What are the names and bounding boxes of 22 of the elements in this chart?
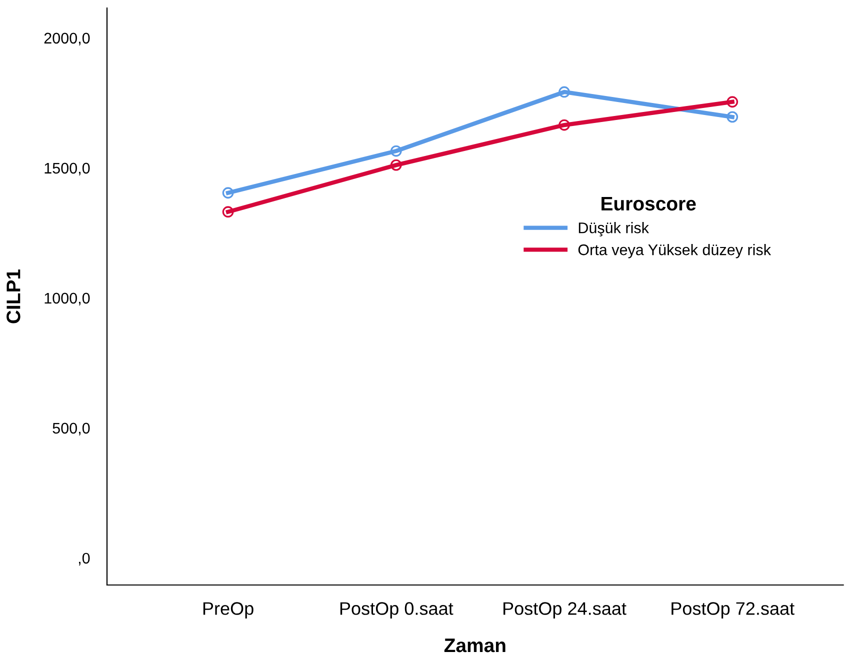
y-tick-label: 500,0: [52, 422, 90, 436]
y-tick-label: 1000,0: [44, 292, 90, 306]
point: [222, 206, 234, 218]
x-tick-label: PostOp 24.saat: [504, 602, 626, 618]
x-tick-label: PostOp 0.saat: [340, 602, 454, 618]
y-tick-label: ,0: [78, 552, 90, 566]
y-tick-label: 2000,0: [44, 32, 90, 46]
y-tick-label: 1500,0: [44, 162, 90, 176]
point: [726, 96, 738, 108]
y-axis-title: CILP1: [6, 269, 20, 324]
point: [390, 145, 402, 157]
x-axis-title: Zaman: [444, 638, 506, 652]
point: [222, 187, 234, 199]
point: [726, 111, 738, 123]
legend-title: Euroscore: [602, 196, 696, 211]
point: [390, 159, 402, 171]
point: [558, 119, 570, 131]
x-tick-label: PreOp: [203, 602, 254, 618]
point: [558, 86, 570, 98]
legend-label: Düşük risk: [578, 222, 649, 236]
legend-label: Orta veya Yüksek düzey risk: [578, 244, 772, 258]
x-tick-label: PostOp 72.saat: [672, 602, 794, 618]
